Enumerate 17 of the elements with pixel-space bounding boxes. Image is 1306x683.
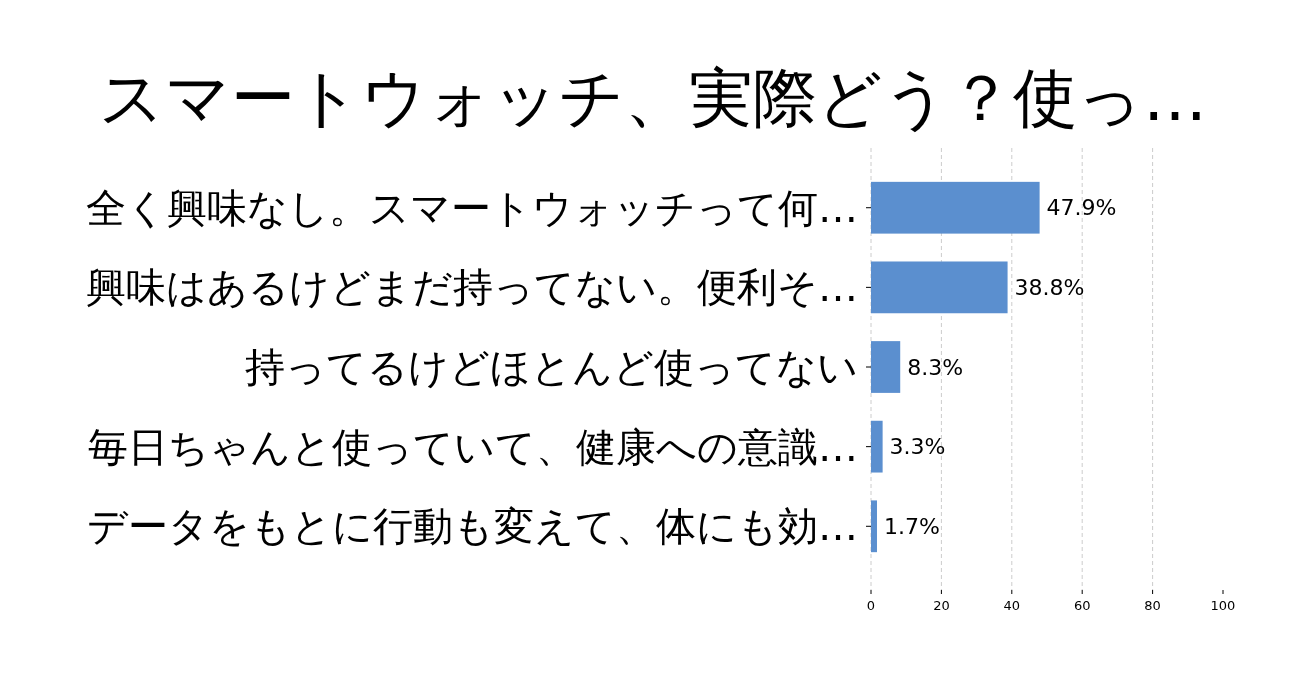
- y-tick-label: 興味はあるけどまだ持ってない。便利そ…: [86, 264, 858, 311]
- x-tick-label: 20: [933, 597, 950, 613]
- x-tick-label: 40: [1003, 597, 1021, 613]
- data-label: 47.9%: [1046, 195, 1117, 221]
- x-tick-label: 60: [1073, 597, 1091, 613]
- x-tick-label: 100: [1210, 597, 1236, 613]
- y-tick-label: データをもとに行動も変えて、体にも効…: [87, 503, 858, 550]
- x-tick-label: 0: [866, 597, 876, 613]
- y-tick-label: 全く興味なし。スマートウォッチって何…: [86, 184, 858, 231]
- y-tick-label: 持ってるけどほとんど使ってない: [245, 344, 858, 391]
- data-label: 3.3%: [889, 434, 946, 460]
- data-label: 38.8%: [1014, 274, 1085, 300]
- y-tick-label: 毎日ちゃんと使っていて、健康への意識…: [88, 423, 858, 470]
- data-label: 8.3%: [907, 354, 964, 380]
- title: スマートウォッチ、実際どう？使っ…: [99, 61, 1207, 135]
- data-label: 1.7%: [883, 513, 940, 539]
- x-tick-label: 80: [1144, 597, 1161, 613]
